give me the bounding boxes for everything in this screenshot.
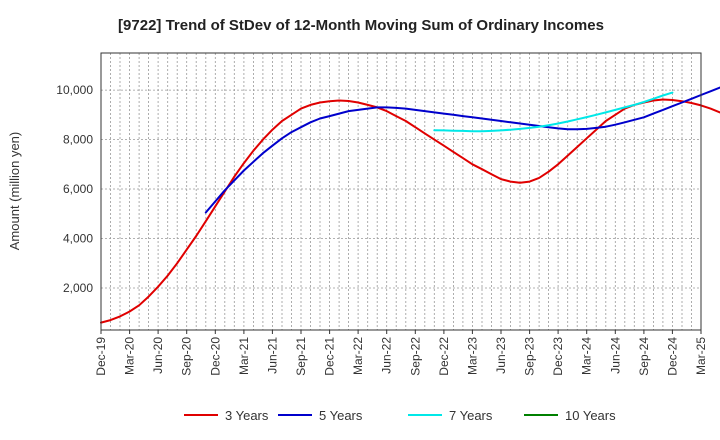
grid [100, 53, 702, 330]
legend-label-5-years: 5 Years [319, 408, 363, 423]
x-tick-label: Jun-24 [608, 337, 622, 374]
x-tick-label: Dec-19 [94, 337, 108, 376]
plot-area [101, 53, 701, 330]
x-tick-label: Dec-24 [665, 337, 679, 376]
x-tick-label: Jun-20 [151, 337, 165, 374]
legend: 3 Years 5 Years 7 Years 10 Years [184, 408, 616, 423]
x-tick-label: Jun-22 [380, 337, 394, 374]
x-tick-label: Dec-21 [323, 337, 337, 376]
x-tick-label: Dec-23 [551, 337, 565, 376]
series-layer [100, 86, 720, 324]
x-tick-label: Sep-20 [180, 337, 194, 376]
series-line-7-years [433, 91, 674, 133]
x-tick-label: Jun-21 [265, 337, 279, 374]
x-tick-label: Sep-21 [294, 337, 308, 376]
y-axis: 2,000 4,000 6,000 8,000 10,000 [56, 83, 93, 295]
y-tick-label: 4,000 [63, 232, 93, 246]
x-tick-label: Jun-23 [494, 337, 508, 374]
y-tick-label: 10,000 [56, 83, 93, 97]
chart-title: [9722] Trend of StDev of 12-Month Moving… [118, 17, 604, 34]
plot-frame [100, 52, 702, 331]
y-tick-label: 6,000 [63, 182, 93, 196]
x-tick-label: Sep-22 [408, 337, 422, 376]
y-tick-label: 2,000 [63, 281, 93, 295]
legend-label-7-years: 7 Years [449, 408, 493, 423]
x-tick-label: Mar-21 [237, 337, 251, 375]
y-axis-label: Amount (million yen) [7, 132, 22, 251]
x-tick-label: Mar-20 [123, 337, 137, 375]
x-axis: Dec-19 Mar-20 Jun-20 Sep-20 Dec-20 Mar-21 Jun-… [94, 330, 708, 376]
x-tick-label: Sep-24 [637, 337, 651, 376]
x-tick-label: Mar-23 [465, 337, 479, 375]
x-tick-label: Mar-24 [580, 337, 594, 375]
legend-label-3-years: 3 Years [225, 408, 269, 423]
x-tick-label: Dec-22 [437, 337, 451, 376]
legend-label-10-years: 10 Years [565, 408, 616, 423]
x-tick-label: Dec-20 [208, 337, 222, 376]
series-line-5-years [204, 86, 720, 214]
x-tick-label: Mar-22 [351, 337, 365, 375]
y-tick-label: 8,000 [63, 133, 93, 147]
x-tick-label: Mar-25 [694, 337, 708, 375]
x-tick-label: Sep-23 [523, 337, 537, 376]
